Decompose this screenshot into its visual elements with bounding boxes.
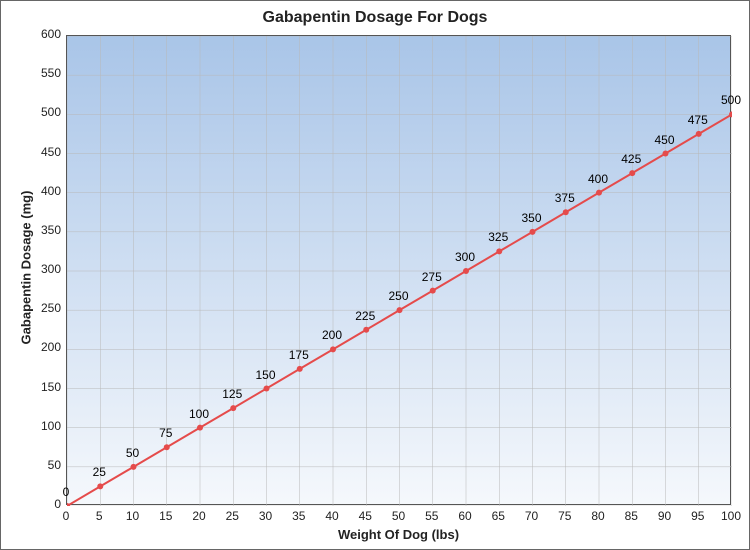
x-tick-label: 0 — [51, 509, 81, 523]
x-tick-label: 35 — [284, 509, 314, 523]
data-point-label: 275 — [412, 270, 452, 284]
data-point-label: 100 — [179, 407, 219, 421]
data-point-label: 500 — [711, 93, 750, 107]
y-tick-label: 150 — [21, 380, 61, 394]
y-tick-label: 250 — [21, 301, 61, 315]
data-point-label: 175 — [279, 348, 319, 362]
data-point-label: 400 — [578, 172, 618, 186]
x-tick-label: 80 — [583, 509, 613, 523]
x-tick-label: 15 — [151, 509, 181, 523]
x-tick-label: 40 — [317, 509, 347, 523]
data-point-label: 350 — [512, 211, 552, 225]
x-tick-label: 75 — [550, 509, 580, 523]
data-point-label: 250 — [379, 289, 419, 303]
x-tick-label: 55 — [417, 509, 447, 523]
x-axis-label: Weight Of Dog (lbs) — [66, 527, 731, 542]
x-tick-label: 70 — [517, 509, 547, 523]
data-point-label: 50 — [113, 446, 153, 460]
data-point-label: 425 — [611, 152, 651, 166]
x-tick-label: 60 — [450, 509, 480, 523]
x-tick-label: 45 — [350, 509, 380, 523]
x-tick-label: 95 — [683, 509, 713, 523]
y-tick-label: 550 — [21, 66, 61, 80]
y-tick-label: 200 — [21, 340, 61, 354]
x-tick-label: 65 — [483, 509, 513, 523]
chart-title: Gabapentin Dosage For Dogs — [1, 9, 749, 27]
x-tick-label: 50 — [384, 509, 414, 523]
x-tick-label: 25 — [217, 509, 247, 523]
data-point-label: 150 — [246, 368, 286, 382]
data-point-label: 325 — [478, 230, 518, 244]
x-tick-label: 100 — [716, 509, 746, 523]
x-tick-label: 20 — [184, 509, 214, 523]
data-point-label: 475 — [678, 113, 718, 127]
y-tick-label: 50 — [21, 458, 61, 472]
y-tick-label: 400 — [21, 184, 61, 198]
x-tick-label: 30 — [251, 509, 281, 523]
data-point-label: 125 — [212, 387, 252, 401]
data-point-label: 200 — [312, 328, 352, 342]
x-tick-label: 5 — [84, 509, 114, 523]
data-point-label: 25 — [79, 465, 119, 479]
data-point-label: 300 — [445, 250, 485, 264]
chart-container: Gabapentin Dosage For Dogs Gabapentin Do… — [0, 0, 750, 550]
y-tick-label: 450 — [21, 145, 61, 159]
data-point-label: 450 — [645, 133, 685, 147]
x-tick-label: 10 — [118, 509, 148, 523]
x-tick-label: 90 — [650, 509, 680, 523]
y-tick-label: 100 — [21, 419, 61, 433]
y-tick-label: 600 — [21, 27, 61, 41]
y-tick-label: 350 — [21, 223, 61, 237]
data-point-label: 375 — [545, 191, 585, 205]
data-point-label: 0 — [46, 485, 86, 499]
y-tick-label: 500 — [21, 105, 61, 119]
y-tick-label: 300 — [21, 262, 61, 276]
x-tick-label: 85 — [616, 509, 646, 523]
data-point-label: 225 — [345, 309, 385, 323]
data-point-label: 75 — [146, 426, 186, 440]
